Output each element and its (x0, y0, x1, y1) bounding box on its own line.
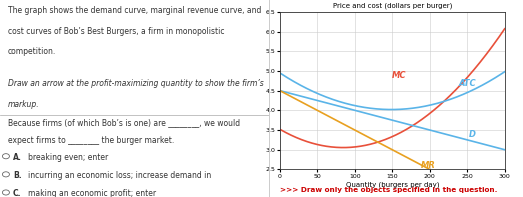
Text: incurring an economic loss; increase demand in: incurring an economic loss; increase dem… (28, 171, 211, 180)
Text: MR: MR (420, 161, 436, 170)
Text: competition.: competition. (8, 47, 56, 56)
Title: Price and cost (dollars per burger): Price and cost (dollars per burger) (333, 3, 452, 9)
Text: C.: C. (13, 189, 21, 197)
Text: ATC: ATC (458, 79, 476, 88)
Text: cost curves of Bob’s Best Burgers, a firm in monopolistic: cost curves of Bob’s Best Burgers, a fir… (8, 27, 224, 36)
Text: B.: B. (13, 171, 21, 180)
Text: MC: MC (392, 71, 407, 80)
Text: The graph shows the demand curve, marginal revenue curve, and: The graph shows the demand curve, margin… (8, 6, 262, 15)
Text: breaking even; enter: breaking even; enter (28, 153, 109, 162)
Text: Draw an arrow at the profit-maximizing quantity to show the firm’s: Draw an arrow at the profit-maximizing q… (8, 79, 264, 88)
Text: Because firms (of which Bob’s is one) are ________, we would: Because firms (of which Bob’s is one) ar… (8, 118, 240, 127)
Text: markup.: markup. (8, 100, 40, 109)
Text: A.: A. (13, 153, 22, 162)
X-axis label: Quantity (burgers per day): Quantity (burgers per day) (346, 181, 439, 188)
Text: making an economic profit; enter: making an economic profit; enter (28, 189, 156, 197)
Text: expect firms to ________ the burger market.: expect firms to ________ the burger mark… (8, 136, 174, 145)
Text: >>> Draw only the objects specified in the question.: >>> Draw only the objects specified in t… (280, 187, 497, 193)
Text: D: D (469, 130, 476, 139)
